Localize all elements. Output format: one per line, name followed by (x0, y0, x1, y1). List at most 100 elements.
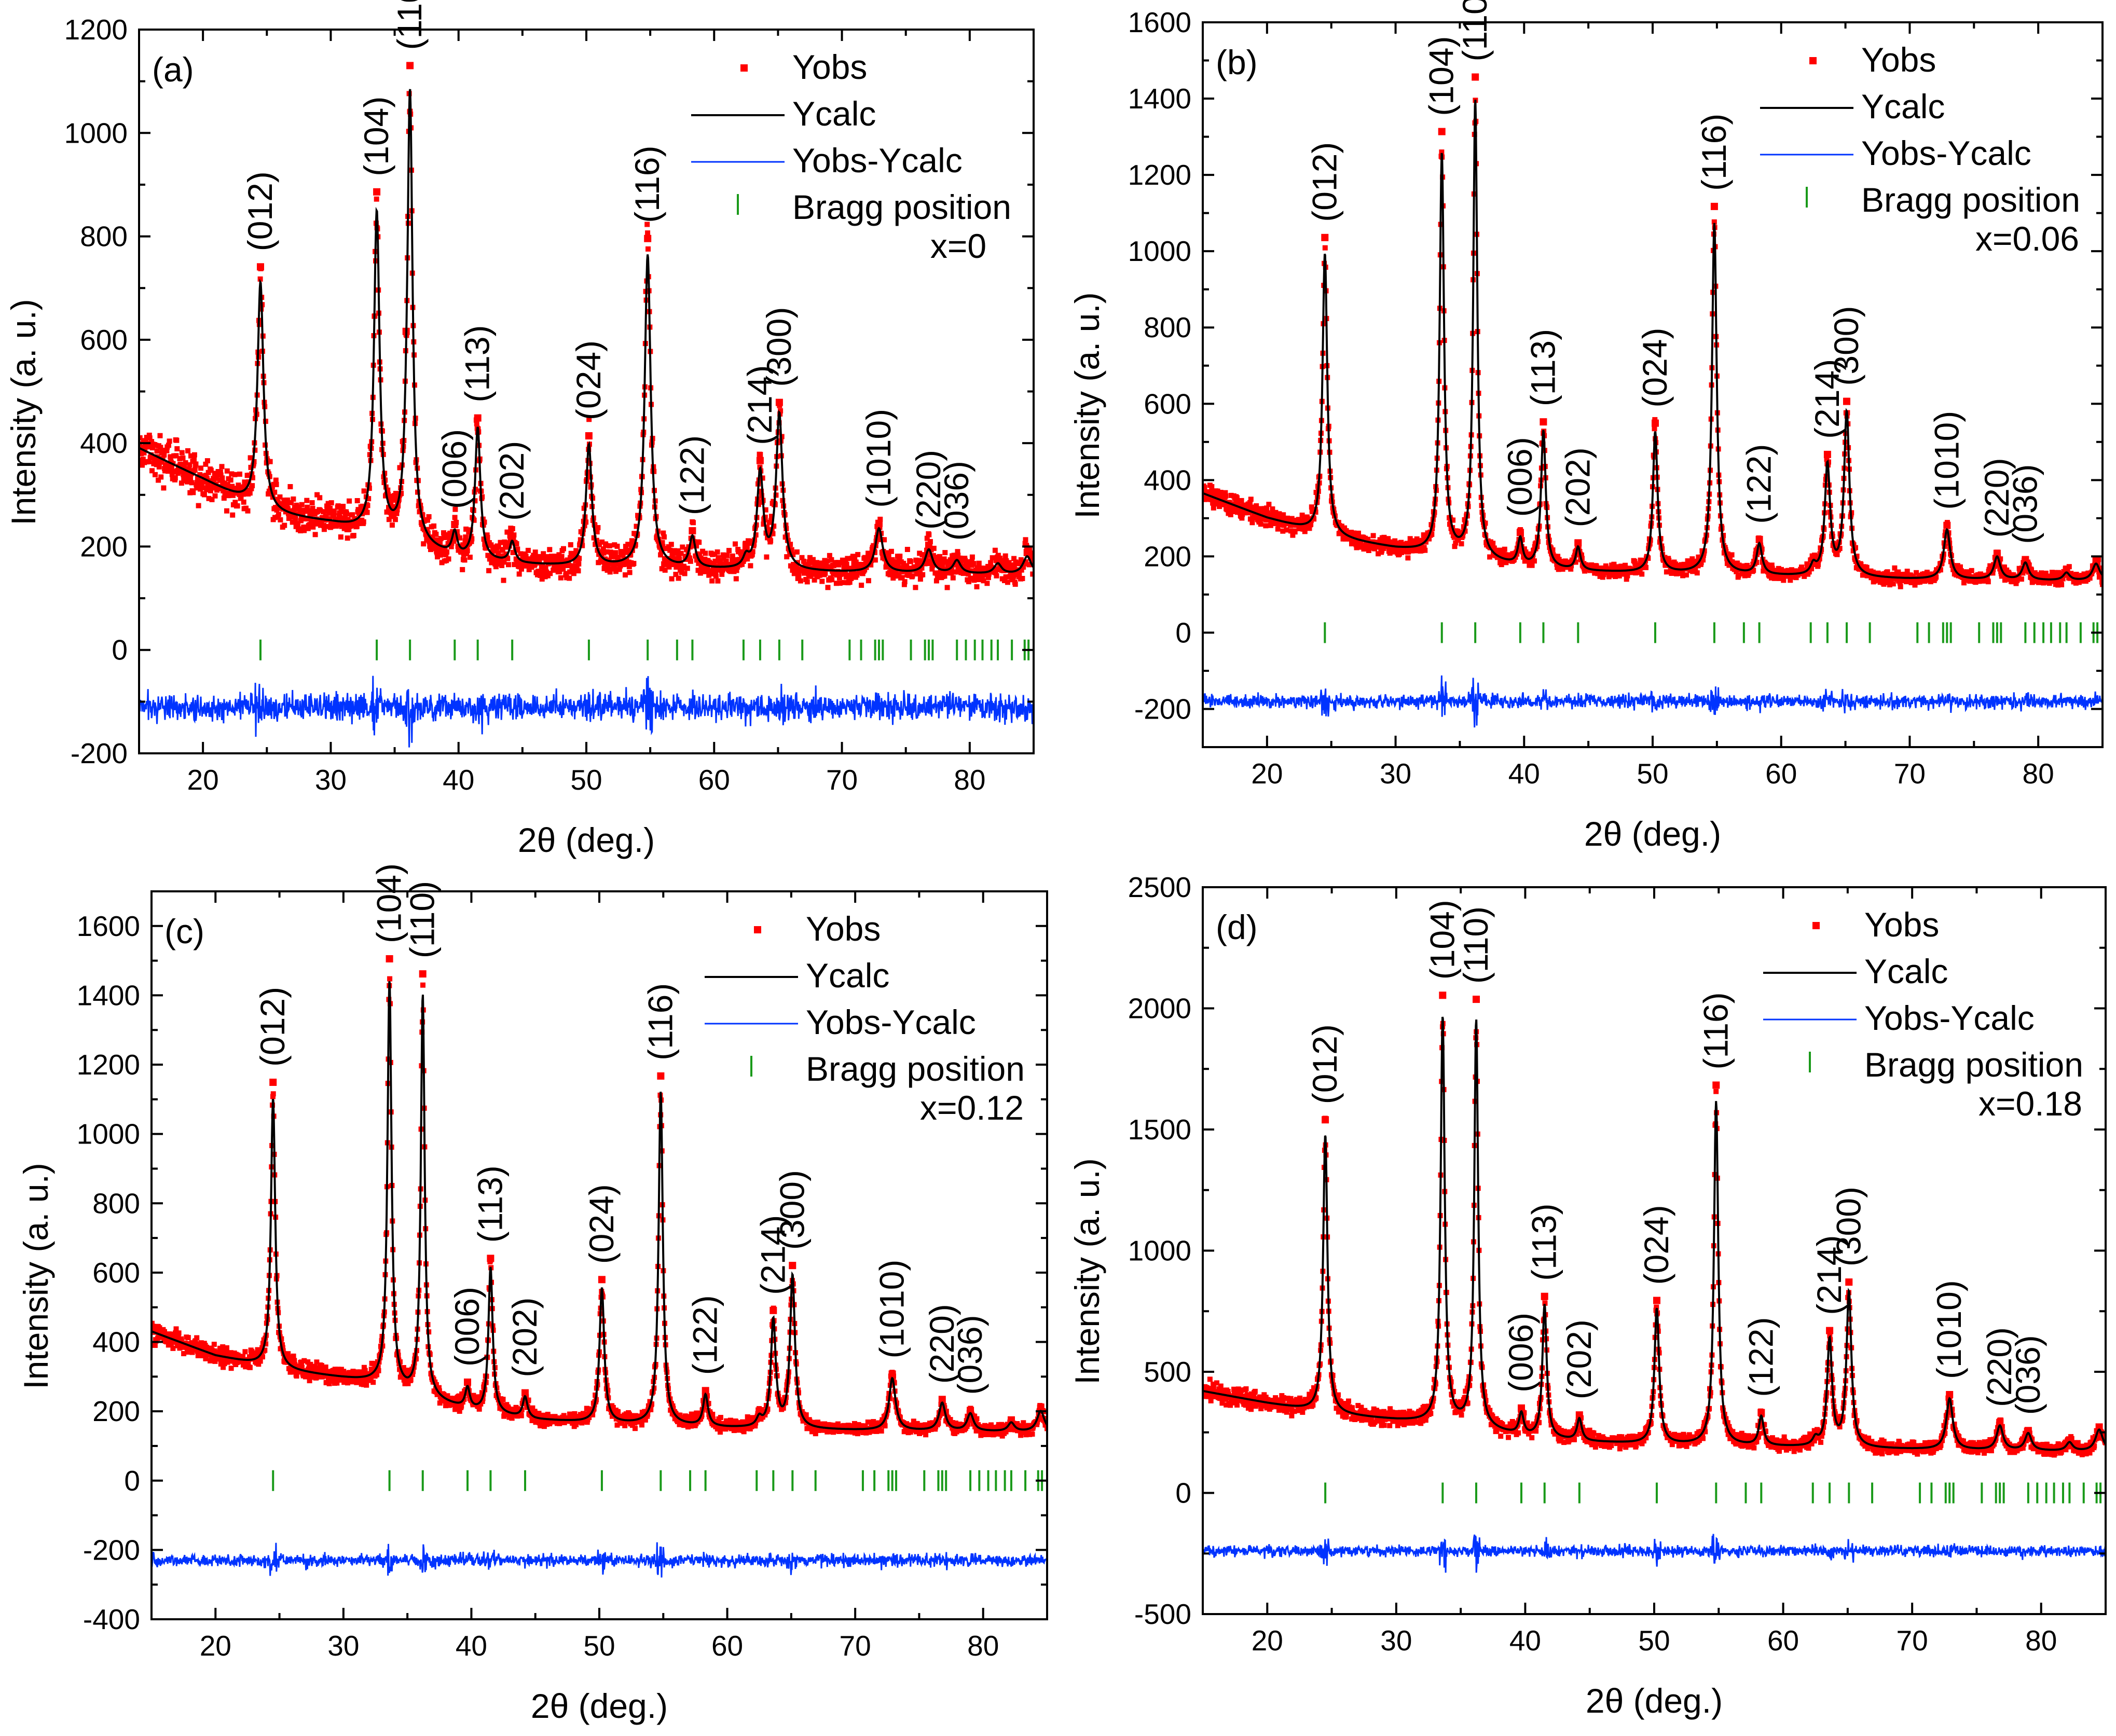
yobs-point (660, 544, 666, 549)
yobs-point (142, 446, 148, 452)
yobs-point (1681, 561, 1687, 567)
yobs-point (728, 569, 734, 574)
yobs-peak-point (2092, 557, 2100, 564)
yobs-point (661, 530, 666, 536)
yobs-point (940, 562, 945, 568)
yobs-point (287, 484, 293, 489)
yobs-point (468, 527, 473, 533)
yobs-point (631, 561, 637, 566)
legend-yobs-label: Yobs (792, 48, 867, 86)
yobs-point (1858, 562, 1864, 567)
yobs-point (242, 1349, 248, 1355)
yobs-point (1788, 577, 1793, 583)
yobs-point (984, 581, 990, 586)
yobs-point (1736, 573, 1741, 578)
yobs-point (852, 556, 858, 562)
yobs-point (758, 452, 763, 457)
yobs-point (222, 1361, 227, 1367)
yobs-point (2087, 575, 2093, 581)
yobs-point (387, 498, 392, 503)
yobs-point (976, 560, 982, 566)
yobs-point (784, 554, 790, 560)
yobs-point (1247, 500, 1253, 505)
legend-ycalc-label: Ycalc (1861, 87, 1945, 126)
yobs-point (906, 573, 912, 578)
yobs-point (505, 556, 511, 561)
yobs-point (267, 459, 273, 464)
yobs-point (1764, 562, 1770, 568)
yobs-point (1809, 566, 1815, 572)
yobs-point (1223, 493, 1229, 499)
yobs-point (1234, 498, 1239, 503)
yobs-point (510, 549, 516, 555)
yobs-point (516, 571, 522, 577)
yobs-point (461, 548, 467, 554)
yobs-point (559, 554, 565, 559)
yobs-point (376, 1368, 381, 1373)
yobs-point (1005, 580, 1010, 585)
yobs-point (487, 554, 493, 559)
yobs-point (307, 1378, 312, 1384)
yobs-point (1598, 565, 1604, 571)
yobs-point (277, 494, 283, 500)
yobs-point (952, 569, 958, 575)
yobs-point (310, 524, 316, 530)
yobs-point (583, 519, 589, 525)
hkl-label: (113) (458, 325, 497, 402)
yobs-point (501, 559, 507, 565)
yobs-peak-point (994, 556, 1001, 563)
yobs-point (218, 1361, 224, 1367)
yobs-point (328, 1379, 334, 1384)
yobs-point (1759, 546, 1765, 552)
yobs-point (571, 571, 576, 576)
yobs-point (345, 535, 350, 541)
yobs-point (625, 547, 630, 553)
yobs-point (170, 1332, 175, 1338)
yobs-point (312, 532, 318, 538)
yobs-point (305, 526, 311, 531)
x-tick-label: 40 (1508, 757, 1540, 790)
yobs-point (1639, 571, 1645, 577)
yobs-point (1928, 579, 1933, 585)
yobs-point (1237, 503, 1243, 509)
yobs-point (526, 567, 532, 572)
yobs-point (479, 494, 485, 500)
yobs-point (270, 1091, 276, 1097)
yobs-point (700, 559, 706, 565)
yobs-point (263, 1341, 269, 1347)
yobs-point (730, 553, 735, 559)
yobs-point (1550, 547, 1556, 553)
yobs-point (916, 558, 922, 563)
yobs-point (1623, 562, 1628, 568)
yobs-point (1211, 505, 1216, 511)
yobs-point (1652, 426, 1657, 432)
yobs-point (405, 1381, 411, 1386)
yobs-point (556, 552, 562, 558)
yobs-point (687, 556, 693, 561)
yobs-point (1029, 550, 1034, 556)
yobs-point (173, 1330, 178, 1335)
plot-area (152, 955, 1047, 1578)
yobs-point (1700, 557, 1706, 563)
yobs-point (347, 523, 353, 529)
yobs-point (822, 570, 828, 576)
composition-label: x=0 (930, 227, 986, 265)
yobs-point (868, 562, 874, 568)
yobs-point (245, 508, 251, 514)
yobs-point (1350, 538, 1355, 544)
yobs-point (444, 549, 450, 555)
yobs-point (1961, 580, 1967, 586)
yobs-point (1266, 502, 1272, 507)
yobs-point (931, 545, 937, 551)
yobs-point (1263, 523, 1269, 529)
yobs-point (964, 563, 970, 569)
yobs-point (662, 567, 668, 573)
yobs-point (1299, 513, 1305, 518)
yobs-point (547, 571, 553, 576)
yobs-point (720, 552, 726, 558)
yobs-point (157, 1325, 162, 1331)
yobs-point (272, 515, 278, 520)
yobs-point (794, 549, 800, 555)
yobs-point (1695, 563, 1701, 569)
yobs-point (162, 468, 168, 474)
